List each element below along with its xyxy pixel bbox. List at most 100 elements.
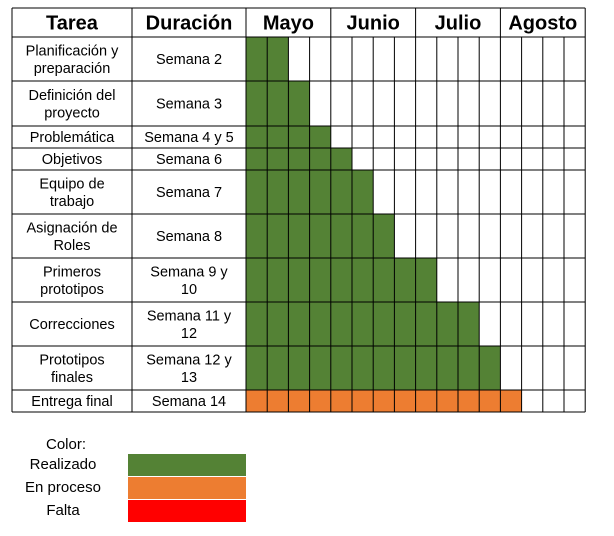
bar-cell-task-5-week-1 xyxy=(246,170,268,214)
task-label-2-line: Definición del xyxy=(28,88,115,104)
bar-cell-task-10-week-8 xyxy=(394,390,416,412)
header-month-2-line: Junio xyxy=(347,13,400,35)
header-month-3: Julio xyxy=(435,13,482,35)
bar-cell-task-6-week-5 xyxy=(330,214,352,258)
header-duration-line: Duración xyxy=(146,13,233,35)
legend-swatch-realizado xyxy=(128,454,246,476)
header-month-1: Mayo xyxy=(263,13,314,35)
legend-swatch-en-proceso xyxy=(128,477,246,499)
duration-label-9-line: 13 xyxy=(181,370,197,386)
bar-cell-task-5-week-5 xyxy=(330,170,352,214)
bar-cell-task-3-week-2 xyxy=(267,126,289,148)
bar-cell-task-10-week-2 xyxy=(267,390,289,412)
duration-label-9-line: Semana 12 y xyxy=(146,352,232,368)
bar-cell-task-9-week-12 xyxy=(479,346,501,390)
header-month-2: Junio xyxy=(347,13,400,35)
bar-cell-task-10-week-9 xyxy=(415,390,437,412)
bar-cell-task-10-week-3 xyxy=(288,390,310,412)
bar-cell-task-8-week-5 xyxy=(330,302,352,346)
duration-label-7-line: Semana 9 y xyxy=(150,264,228,280)
bar-cell-task-9-week-11 xyxy=(458,346,480,390)
header-month-3-line: Julio xyxy=(435,13,482,35)
bar-cell-task-10-week-7 xyxy=(373,390,395,412)
bar-cell-task-10-week-11 xyxy=(458,390,480,412)
duration-label-2-line: Semana 3 xyxy=(156,97,222,113)
gantt-chart: Tarea Duración Mayo Junio Julio Agosto Planifi… xyxy=(11,7,586,413)
bar-cell-task-7-week-7 xyxy=(373,258,395,302)
bar-cell-task-6-week-4 xyxy=(309,214,331,258)
bar-cell-task-8-week-9 xyxy=(415,302,437,346)
bar-cell-task-10-week-1 xyxy=(246,390,268,412)
duration-label-1-line: Semana 2 xyxy=(156,52,222,68)
task-label-9-line: Prototipos xyxy=(39,352,104,368)
bar-cell-task-7-week-4 xyxy=(309,258,331,302)
bar-cell-task-9-week-9 xyxy=(415,346,437,390)
task-label-4: Objetivos xyxy=(42,152,102,168)
bar-cell-task-2-week-3 xyxy=(288,81,310,126)
legend-item-realizado: Realizado xyxy=(0,454,260,476)
bar-cell-task-6-week-3 xyxy=(288,214,310,258)
bar-cell-task-8-week-4 xyxy=(309,302,331,346)
bar-cell-task-10-week-4 xyxy=(309,390,331,412)
bar-cell-task-7-week-9 xyxy=(415,258,437,302)
task-label-1-line: Planificación y xyxy=(26,43,119,59)
legend-item-en-proceso: En proceso xyxy=(0,477,260,499)
task-label-5: Equipo de trabajo xyxy=(39,176,104,210)
legend-item-falta: Falta xyxy=(0,500,260,522)
duration-label-5: Semana 7 xyxy=(156,185,222,201)
bar-cell-task-5-week-4 xyxy=(309,170,331,214)
task-label-6: Asignación de Roles xyxy=(26,220,117,254)
header-duration: Duración xyxy=(146,13,233,35)
bar-cell-task-8-week-8 xyxy=(394,302,416,346)
task-label-9-line: finales xyxy=(51,370,93,386)
legend-label-realizado: Realizado xyxy=(29,456,97,473)
task-label-8: Correcciones xyxy=(29,317,114,333)
bar-cell-task-8-week-10 xyxy=(436,302,458,346)
bar-cell-task-10-week-12 xyxy=(479,390,501,412)
bar-cell-task-4-week-5 xyxy=(330,148,352,170)
task-label-1: Planificación y preparación xyxy=(26,43,119,77)
legend-label-en-proceso: En proceso xyxy=(25,479,101,496)
task-label-9: Prototipos finales xyxy=(39,352,104,386)
task-label-7: Primeros prototipos xyxy=(40,264,104,298)
bar-cell-task-2-week-1 xyxy=(246,81,268,126)
task-label-10-line: Entrega final xyxy=(31,394,112,410)
task-label-6-line: Roles xyxy=(53,238,90,254)
duration-label-3-line: Semana 4 y 5 xyxy=(144,130,233,146)
bar-cell-task-9-week-1 xyxy=(246,346,268,390)
bar-cell-task-9-week-8 xyxy=(394,346,416,390)
duration-label-10-line: Semana 14 xyxy=(152,394,226,410)
bar-cell-task-7-week-2 xyxy=(267,258,289,302)
bar-cell-task-8-week-3 xyxy=(288,302,310,346)
duration-label-9: Semana 12 y 13 xyxy=(146,352,232,386)
duration-label-8-line: 12 xyxy=(181,326,197,342)
duration-label-8-line: Semana 11 y xyxy=(147,308,232,324)
bar-cell-task-4-week-1 xyxy=(246,148,268,170)
bar-cell-task-9-week-3 xyxy=(288,346,310,390)
bar-cell-task-7-week-6 xyxy=(352,258,374,302)
duration-label-1: Semana 2 xyxy=(156,52,222,68)
bar-cell-task-10-week-6 xyxy=(352,390,374,412)
bar-cell-task-10-week-5 xyxy=(330,390,352,412)
bar-cell-task-5-week-2 xyxy=(267,170,289,214)
duration-label-10: Semana 14 xyxy=(152,394,226,410)
bar-cell-task-8-week-6 xyxy=(352,302,374,346)
bar-cell-task-8-week-11 xyxy=(458,302,480,346)
legend: Color: Realizado En proceso Falta xyxy=(0,436,260,526)
bar-cell-task-8-week-2 xyxy=(267,302,289,346)
bar-cell-task-6-week-2 xyxy=(267,214,289,258)
bar-cell-task-5-week-3 xyxy=(288,170,310,214)
task-label-3: Problemática xyxy=(30,130,116,146)
bar-cell-task-1-week-1 xyxy=(246,37,268,81)
bar-cell-task-3-week-4 xyxy=(309,126,331,148)
duration-label-2: Semana 3 xyxy=(156,97,222,113)
legend-label-falta: Falta xyxy=(46,502,80,519)
task-label-8-line: Correcciones xyxy=(29,317,114,333)
task-label-7-line: prototipos xyxy=(40,282,104,298)
bar-cell-task-10-week-13 xyxy=(500,390,522,412)
legend-title: Color: xyxy=(46,436,87,453)
bar-cell-task-9-week-10 xyxy=(436,346,458,390)
duration-label-4: Semana 6 xyxy=(156,152,222,168)
task-label-6-line: Asignación de xyxy=(26,220,117,236)
header-task-line: Tarea xyxy=(46,13,99,35)
